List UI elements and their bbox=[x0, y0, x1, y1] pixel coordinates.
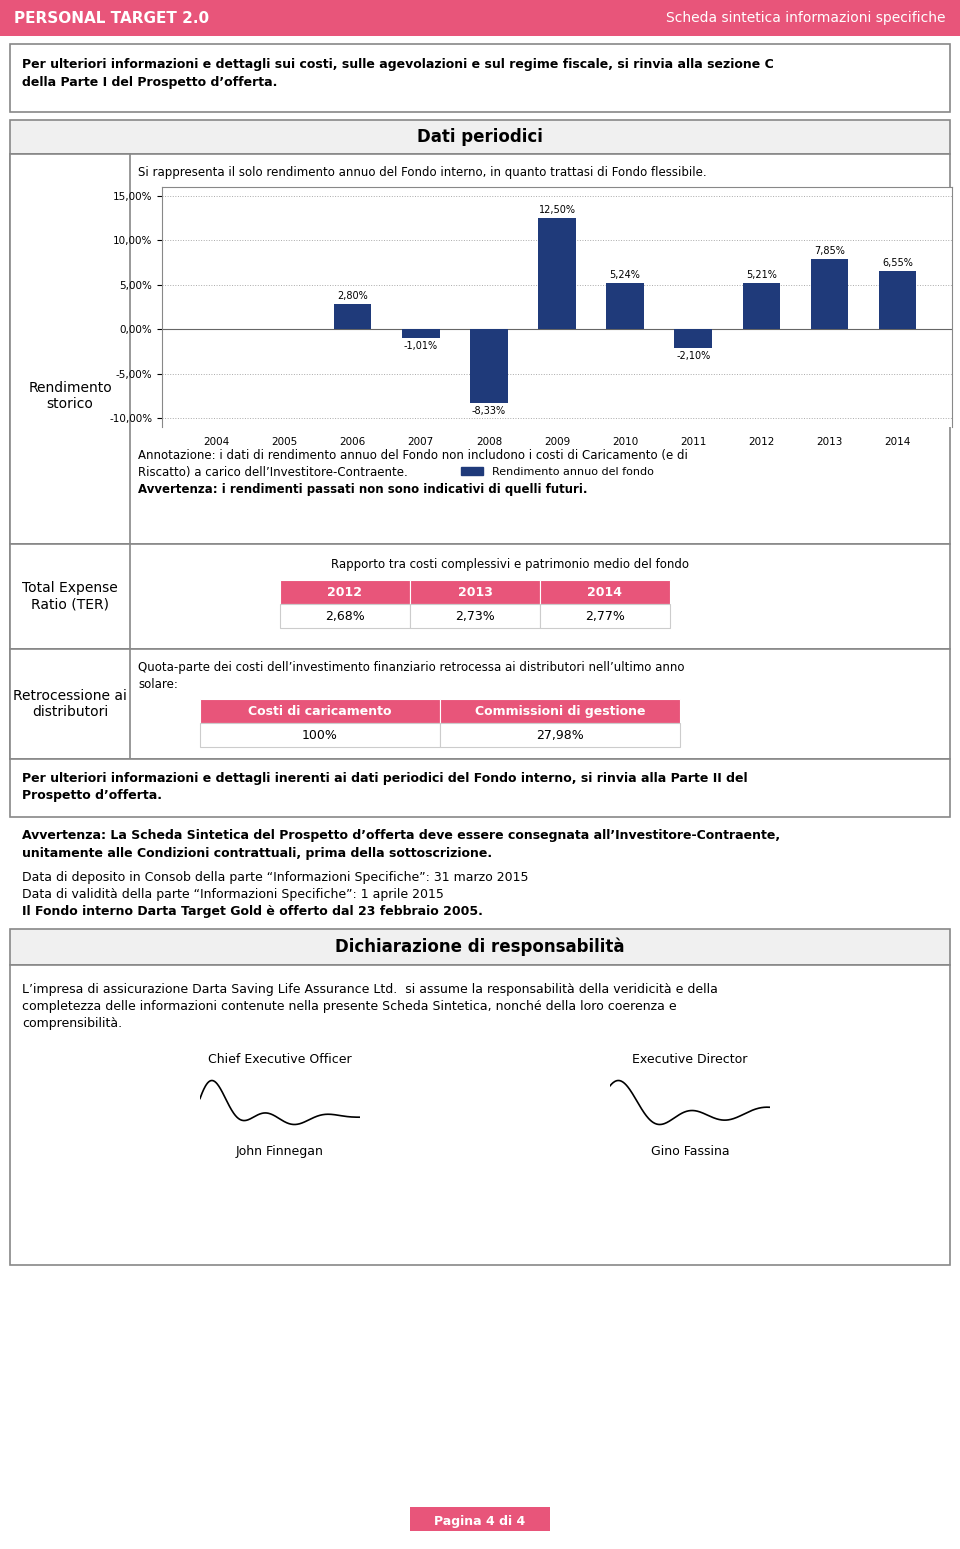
Bar bbox=[10, 649, 950, 759]
Text: 5,21%: 5,21% bbox=[746, 270, 777, 280]
Text: Data di validità della parte “Informazioni Specifiche”: 1 aprile 2015: Data di validità della parte “Informazio… bbox=[22, 888, 444, 902]
Text: Prospetto d’offerta.: Prospetto d’offerta. bbox=[22, 788, 162, 802]
Text: -2,10%: -2,10% bbox=[676, 352, 710, 361]
Text: Gino Fassina: Gino Fassina bbox=[651, 1145, 730, 1159]
Bar bbox=[878, 271, 916, 330]
Bar bbox=[10, 544, 130, 649]
Text: Rapporto tra costi complessivi e patrimonio medio del fondo: Rapporto tra costi complessivi e patrimo… bbox=[331, 558, 689, 572]
Bar bbox=[10, 153, 950, 544]
Bar bbox=[10, 43, 950, 112]
Bar bbox=[200, 723, 440, 747]
Text: 7,85%: 7,85% bbox=[814, 246, 845, 256]
Bar bbox=[10, 153, 130, 544]
Text: Riscatto) a carico dell’Investitore-Contraente.: Riscatto) a carico dell’Investitore-Cont… bbox=[138, 466, 408, 479]
Text: -1,01%: -1,01% bbox=[404, 341, 438, 352]
Bar bbox=[10, 929, 950, 965]
Text: Data di deposito in Consob della parte “Informazioni Specifiche”: 31 marzo 2015: Data di deposito in Consob della parte “… bbox=[22, 871, 529, 884]
Bar bbox=[10, 759, 950, 816]
Text: 12,50%: 12,50% bbox=[539, 204, 575, 215]
Text: Rendimento
storico: Rendimento storico bbox=[28, 381, 112, 410]
Text: Il Fondo interno Darta Target Gold è offerto dal 23 febbraio 2005.: Il Fondo interno Darta Target Gold è off… bbox=[22, 905, 483, 919]
Text: 2,77%: 2,77% bbox=[585, 609, 625, 623]
Bar bbox=[540, 579, 670, 604]
Bar bbox=[402, 330, 440, 338]
Bar bbox=[440, 699, 680, 723]
Text: Avvertenza: i rendimenti passati non sono indicativi di quelli futuri.: Avvertenza: i rendimenti passati non son… bbox=[138, 483, 588, 496]
Text: Annotazione: i dati di rendimento annuo del Fondo non includono i costi di Caric: Annotazione: i dati di rendimento annuo … bbox=[138, 449, 688, 462]
Text: 100%: 100% bbox=[302, 728, 338, 742]
Bar bbox=[607, 282, 644, 330]
Bar bbox=[810, 259, 848, 330]
Bar bbox=[742, 283, 780, 330]
Text: comprensibilità.: comprensibilità. bbox=[22, 1018, 122, 1030]
Text: Per ulteriori informazioni e dettagli sui costi, sulle agevolazioni e sul regime: Per ulteriori informazioni e dettagli su… bbox=[22, 57, 774, 71]
Bar bbox=[280, 604, 410, 627]
Text: Dichiarazione di responsabilità: Dichiarazione di responsabilità bbox=[335, 937, 625, 956]
Text: 27,98%: 27,98% bbox=[536, 728, 584, 742]
Text: 2012: 2012 bbox=[327, 586, 363, 598]
Text: -8,33%: -8,33% bbox=[472, 406, 506, 417]
Bar bbox=[10, 965, 950, 1266]
Text: Dati periodici: Dati periodici bbox=[417, 129, 543, 146]
Bar bbox=[410, 604, 540, 627]
Text: 2,73%: 2,73% bbox=[455, 609, 494, 623]
Text: 2,68%: 2,68% bbox=[325, 609, 365, 623]
Bar bbox=[0, 0, 960, 36]
Bar bbox=[410, 579, 540, 604]
Text: 2,80%: 2,80% bbox=[337, 291, 368, 301]
Text: Pagina 4 di 4: Pagina 4 di 4 bbox=[434, 1515, 526, 1527]
Bar bbox=[675, 330, 712, 349]
Text: completezza delle informazioni contenute nella presente Scheda Sintetica, nonché: completezza delle informazioni contenute… bbox=[22, 1001, 677, 1013]
Text: della Parte I del Prospetto d’offerta.: della Parte I del Prospetto d’offerta. bbox=[22, 76, 277, 88]
Text: 5,24%: 5,24% bbox=[610, 270, 640, 279]
Bar bbox=[540, 604, 670, 627]
Text: Costi di caricamento: Costi di caricamento bbox=[249, 705, 392, 717]
Text: Quota-parte dei costi dell’investimento finanziario retrocessa ai distributori n: Quota-parte dei costi dell’investimento … bbox=[138, 661, 684, 674]
Bar bbox=[470, 330, 508, 403]
Text: Commissioni di gestione: Commissioni di gestione bbox=[475, 705, 645, 717]
Text: Retrocessione ai
distributori: Retrocessione ai distributori bbox=[13, 689, 127, 719]
Legend: Rendimento annuo del fondo: Rendimento annuo del fondo bbox=[456, 463, 658, 482]
Text: Total Expense
Ratio (TER): Total Expense Ratio (TER) bbox=[22, 581, 118, 612]
Bar bbox=[10, 649, 130, 759]
Text: Per ulteriori informazioni e dettagli inerenti ai dati periodici del Fondo inter: Per ulteriori informazioni e dettagli in… bbox=[22, 771, 748, 785]
Text: Avvertenza: La Scheda Sintetica del Prospetto d’offerta deve essere consegnata a: Avvertenza: La Scheda Sintetica del Pros… bbox=[22, 829, 780, 843]
Text: Executive Director: Executive Director bbox=[633, 1053, 748, 1066]
Text: Scheda sintetica informazioni specifiche: Scheda sintetica informazioni specifiche bbox=[666, 11, 946, 25]
Text: John Finnegan: John Finnegan bbox=[236, 1145, 324, 1159]
Bar bbox=[334, 304, 372, 330]
Text: solare:: solare: bbox=[138, 678, 178, 691]
Text: Si rappresenta il solo rendimento annuo del Fondo interno, in quanto trattasi di: Si rappresenta il solo rendimento annuo … bbox=[138, 166, 707, 180]
Text: 2013: 2013 bbox=[458, 586, 492, 598]
Text: Chief Executive Officer: Chief Executive Officer bbox=[208, 1053, 351, 1066]
Bar bbox=[10, 544, 950, 649]
Text: L’impresa di assicurazione Darta Saving Life Assurance Ltd.  si assume la respon: L’impresa di assicurazione Darta Saving … bbox=[22, 984, 718, 996]
Text: 6,55%: 6,55% bbox=[882, 257, 913, 268]
Bar bbox=[10, 119, 950, 153]
Bar bbox=[410, 1507, 550, 1530]
Bar bbox=[280, 579, 410, 604]
Bar bbox=[440, 723, 680, 747]
Text: PERSONAL TARGET 2.0: PERSONAL TARGET 2.0 bbox=[14, 11, 209, 25]
Bar bbox=[200, 699, 440, 723]
Text: unitamente alle Condizioni contrattuali, prima della sottoscrizione.: unitamente alle Condizioni contrattuali,… bbox=[22, 847, 492, 860]
Text: 2014: 2014 bbox=[588, 586, 622, 598]
Bar bbox=[539, 218, 576, 330]
